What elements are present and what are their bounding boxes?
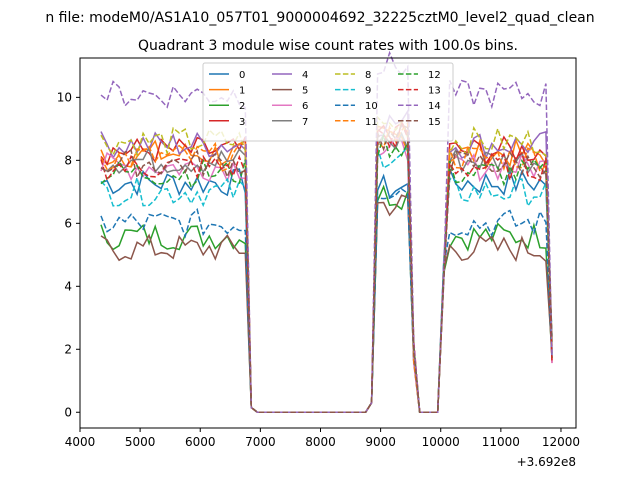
legend-label: 2 [239, 101, 245, 112]
legend-label: 10 [365, 101, 378, 112]
series-line-11 [100, 121, 553, 414]
series-line-9 [100, 144, 553, 414]
legend-label: 0 [239, 70, 245, 81]
x-offset-label: +3.692e8 [517, 455, 576, 469]
x-tick-label: 4000 [65, 435, 96, 449]
series-line-10 [100, 188, 553, 414]
x-tick-label: 5000 [125, 435, 156, 449]
y-tick-label: 10 [57, 90, 72, 104]
legend-label: 13 [428, 86, 441, 97]
legend-label: 12 [428, 70, 441, 81]
series-line-1 [100, 125, 553, 414]
y-tick-label: 6 [64, 216, 72, 230]
legend-label: 1 [239, 86, 245, 97]
x-tick-label: 10000 [422, 435, 460, 449]
legend-label: 4 [302, 70, 308, 81]
legend-label: 7 [302, 117, 308, 128]
y-tick-label: 2 [64, 342, 72, 356]
legend-label: 11 [365, 117, 378, 128]
legend-box [202, 62, 454, 142]
series-line-5 [100, 194, 553, 414]
series-line-0 [100, 167, 553, 414]
y-axis: 0 2 4 6 8 10 [57, 90, 80, 419]
chart-title: Quadrant 3 module wise count rates with … [138, 38, 518, 54]
legend-label: 14 [428, 101, 441, 112]
legend-label: 15 [428, 117, 441, 128]
x-tick-label: 6000 [185, 435, 216, 449]
legend-label: 6 [302, 101, 308, 112]
plot-frame [79, 57, 577, 429]
x-tick-label: 8000 [305, 435, 336, 449]
x-tick-label: 7000 [245, 435, 276, 449]
x-tick-label: 11000 [482, 435, 520, 449]
x-tick-label: 12000 [542, 435, 580, 449]
legend-label: 9 [365, 86, 371, 97]
series-line-15 [100, 124, 553, 414]
x-tick-label: 9000 [365, 435, 396, 449]
series-layer [100, 50, 553, 414]
y-tick-label: 4 [64, 279, 72, 293]
legend-label: 3 [239, 117, 245, 128]
y-tick-label: 0 [64, 405, 72, 419]
x-axis: 4000 5000 6000 7000 8000 9000 10000 11000 12000 [65, 428, 580, 449]
y-tick-label: 8 [64, 153, 72, 167]
series-line-8 [100, 115, 553, 414]
legend-label: 8 [365, 70, 371, 81]
legend-label: 5 [302, 86, 308, 97]
series-line-2 [100, 184, 553, 414]
series-line-13 [100, 121, 553, 414]
figure-suptitle: n file: modeM0/AS1A10_057T01_9000004692_… [45, 10, 594, 26]
